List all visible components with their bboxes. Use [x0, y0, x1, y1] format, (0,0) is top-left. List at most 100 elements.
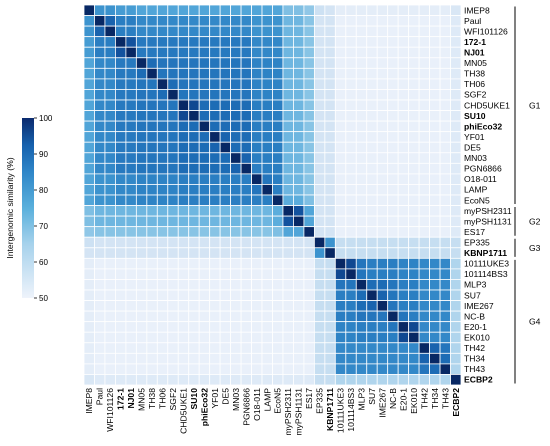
heatmap-cell — [177, 4, 190, 16]
heatmap-cell — [156, 25, 169, 38]
heatmap-cell — [303, 120, 315, 133]
heatmap-cell — [209, 321, 221, 333]
heatmap-cell — [219, 89, 232, 101]
heatmap-cell — [397, 99, 410, 111]
column-label: IMEP8 — [84, 388, 94, 414]
heatmap-cell — [418, 67, 430, 80]
heatmap-cell — [94, 110, 106, 122]
heatmap-cell — [240, 205, 252, 217]
heatmap-cell — [376, 352, 389, 365]
heatmap-cell — [167, 289, 179, 301]
heatmap-cell — [397, 173, 410, 185]
heatmap-cell — [355, 205, 368, 217]
heatmap-cell — [334, 78, 347, 90]
heatmap-cell — [345, 15, 357, 27]
heatmap-cell — [83, 141, 95, 154]
heatmap-cell — [334, 279, 347, 291]
heatmap-cell — [209, 173, 221, 185]
heatmap-cell — [156, 342, 169, 354]
heatmap-cell — [167, 110, 179, 122]
heatmap-cell — [418, 374, 430, 386]
heatmap-cell — [188, 374, 200, 386]
row-label: NJ01 — [464, 48, 485, 58]
heatmap-cell — [188, 78, 200, 90]
heatmap-cell — [282, 226, 294, 238]
heatmap-cell — [240, 184, 252, 196]
colorbar: 50 60 70 80 90 100 Intergenomic similarity (%… — [5, 114, 53, 303]
heatmap-cell — [240, 310, 252, 323]
heatmap-cell — [104, 310, 116, 323]
heatmap-cell — [366, 352, 378, 365]
heatmap-cell — [429, 300, 441, 312]
heatmap-cell — [334, 36, 347, 48]
heatmap-cell — [125, 57, 137, 69]
heatmap-cell — [125, 300, 137, 312]
column-label: TH34 — [430, 388, 440, 409]
heatmap-cell — [334, 331, 347, 344]
heatmap-cell — [429, 363, 441, 375]
heatmap-cell — [397, 4, 410, 16]
heatmap-cell — [282, 120, 294, 133]
column-label: YF01 — [210, 388, 220, 409]
heatmap-cell — [324, 46, 336, 59]
heatmap-cell — [83, 363, 95, 375]
column-label: EK010 — [409, 388, 419, 414]
heatmap-cell — [104, 131, 116, 143]
heatmap-cell — [104, 268, 116, 280]
heatmap-cell — [135, 46, 148, 59]
heatmap-cell — [293, 268, 305, 280]
heatmap-cell — [209, 15, 221, 27]
heatmap-cell — [439, 131, 451, 143]
heatmap-cell — [135, 25, 148, 38]
heatmap-cell — [240, 257, 252, 270]
heatmap-cell — [167, 257, 179, 270]
colorbar-label: Intergenomic similarity (%) — [5, 157, 15, 258]
heatmap-cell — [135, 374, 148, 386]
heatmap-cell — [219, 226, 232, 238]
heatmap-cell — [209, 205, 221, 217]
heatmap-cell — [198, 99, 211, 111]
heatmap-cell — [209, 110, 221, 122]
heatmap-cell — [313, 268, 326, 280]
heatmap-cell — [345, 205, 357, 217]
heatmap-cell — [251, 279, 263, 291]
row-label: 101114BS3 — [464, 269, 508, 279]
heatmap-cell — [251, 131, 263, 143]
heatmap-cell — [313, 67, 326, 80]
heatmap-cell — [282, 131, 294, 143]
heatmap-cell — [240, 120, 252, 133]
heatmap-cell — [418, 226, 430, 238]
column-label: MN03 — [231, 388, 241, 411]
heatmap-cell — [408, 36, 420, 48]
heatmap-cell — [293, 46, 305, 59]
heatmap-cell — [146, 247, 158, 259]
heatmap-cell — [355, 247, 368, 259]
heatmap-cell — [94, 247, 106, 259]
heatmap-cell — [261, 78, 273, 90]
heatmap-cell — [376, 310, 389, 323]
heatmap-cell — [188, 215, 200, 228]
heatmap-cell — [115, 46, 127, 59]
heatmap-cell — [450, 36, 462, 48]
heatmap-cell — [230, 46, 242, 59]
heatmap-cell — [376, 279, 389, 291]
heatmap-cell — [450, 152, 462, 164]
heatmap-cell — [230, 25, 242, 38]
heatmap-cell — [104, 247, 116, 259]
heatmap-cell — [115, 36, 127, 48]
heatmap-cell — [408, 25, 420, 38]
heatmap-cell — [177, 99, 190, 111]
heatmap-cell — [188, 205, 200, 217]
heatmap-cell — [230, 152, 242, 164]
heatmap-cell — [209, 57, 221, 69]
heatmap-cell — [209, 25, 221, 38]
heatmap-cell — [219, 205, 232, 217]
heatmap-cell — [230, 162, 242, 175]
heatmap-cell — [313, 184, 326, 196]
heatmap-cell — [293, 173, 305, 185]
heatmap-cell — [188, 279, 200, 291]
heatmap-cell — [303, 162, 315, 175]
heatmap-cell — [272, 257, 284, 270]
heatmap-cell — [104, 25, 116, 38]
heatmap-cell — [324, 152, 336, 164]
